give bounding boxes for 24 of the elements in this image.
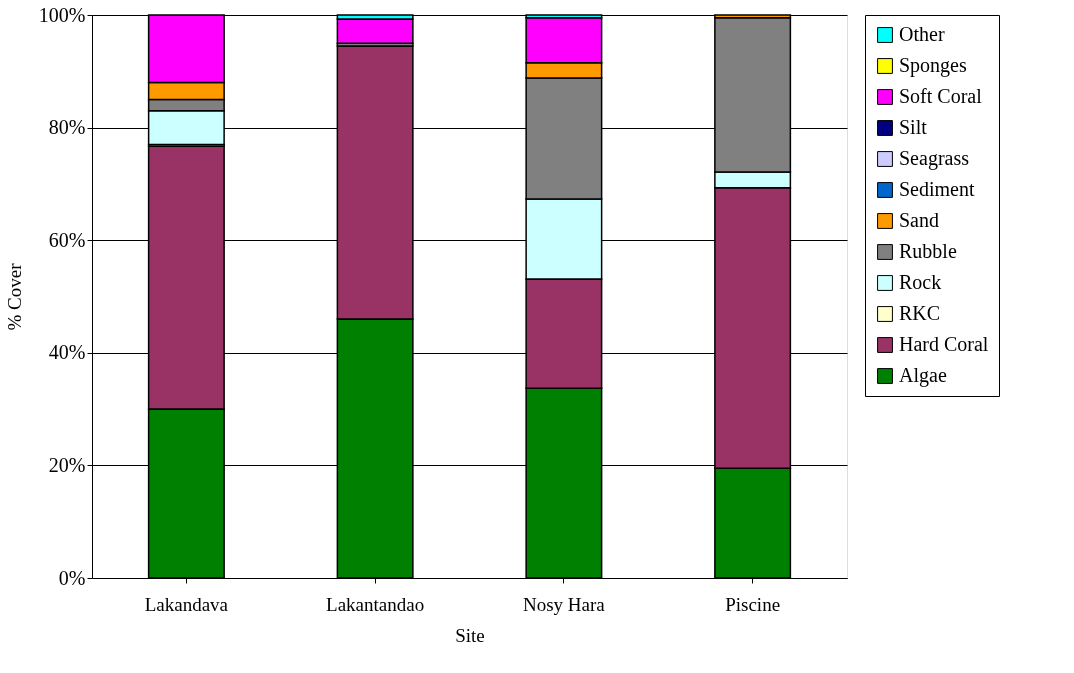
y-tick-label: 40% bbox=[48, 341, 86, 364]
x-axis-title: Site bbox=[455, 624, 485, 646]
legend-label: Silt bbox=[899, 116, 928, 138]
x-tick-label: Lakandava bbox=[144, 593, 229, 615]
y-tick-label: 80% bbox=[48, 116, 86, 139]
y-tick-label: 0% bbox=[58, 566, 86, 589]
legend-label: Seagrass bbox=[899, 147, 970, 170]
legend-label: Soft Coral bbox=[899, 85, 983, 107]
legend-label: Sand bbox=[899, 209, 939, 231]
y-tick-label: 60% bbox=[48, 228, 86, 251]
x-tick-label: Nosy Hara bbox=[522, 593, 606, 615]
legend-label: Algae bbox=[899, 364, 947, 387]
legend-label: Rubble bbox=[899, 240, 957, 262]
legend-label: Sponges bbox=[899, 54, 967, 77]
legend-label: Other bbox=[899, 23, 945, 45]
legend-label: Rock bbox=[899, 271, 942, 293]
y-axis-title: % Cover bbox=[3, 262, 25, 331]
legend-label: Sediment bbox=[899, 178, 975, 200]
y-tick-label: 20% bbox=[48, 453, 86, 476]
x-tick-label: Lakantandao bbox=[326, 593, 425, 615]
y-tick-label: 100% bbox=[38, 3, 86, 26]
legend-label: Hard Coral bbox=[899, 333, 989, 355]
x-tick-label: Piscine bbox=[725, 593, 781, 615]
legend-label: RKC bbox=[899, 302, 941, 324]
